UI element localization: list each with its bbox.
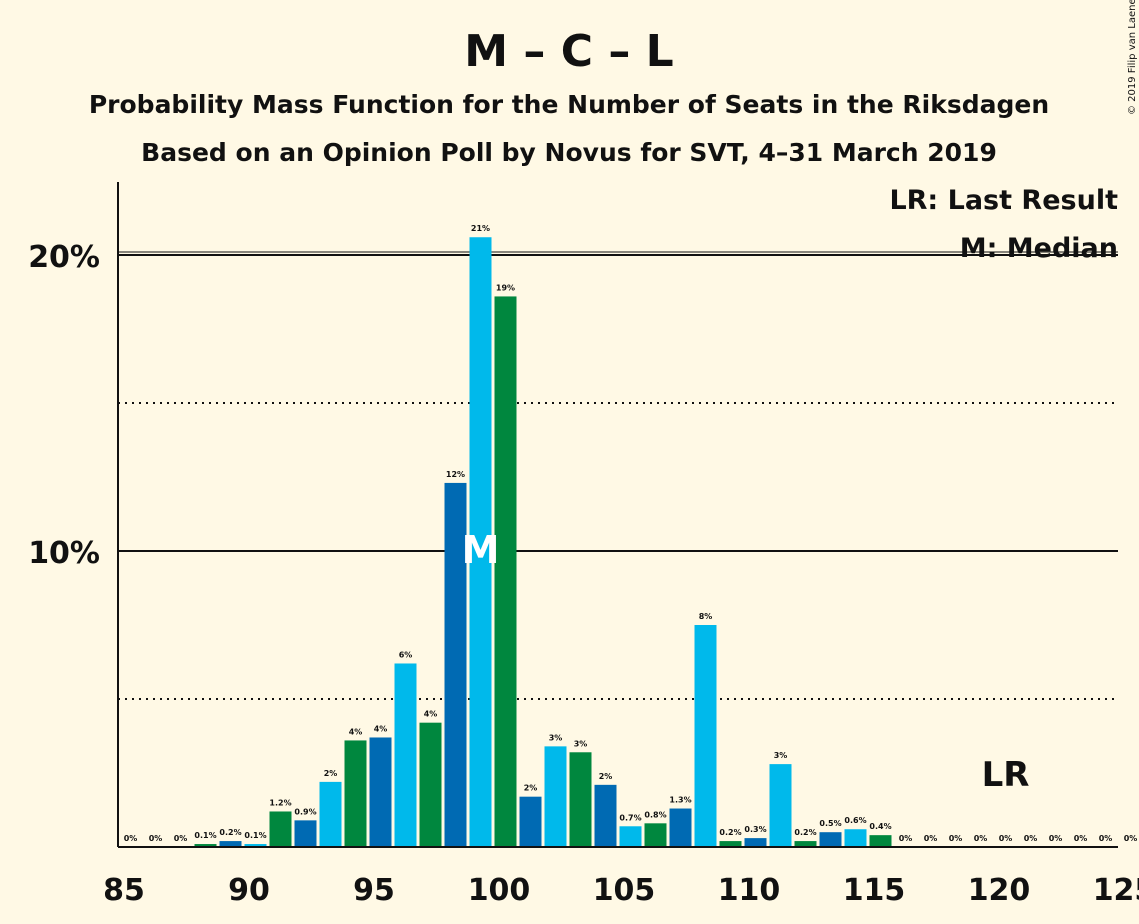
bar-label-seat-87: 0% (149, 834, 163, 843)
bar-seat-116 (869, 835, 892, 847)
bar-seat-103 (544, 746, 567, 847)
bar-label-seat-109: 8% (699, 612, 713, 621)
bar-label-seat-119: 0% (949, 834, 963, 843)
bar-label-seat-104: 3% (574, 739, 588, 748)
bar-seat-107 (644, 823, 667, 847)
bar-label-seat-97: 6% (399, 650, 413, 659)
bar-seat-91 (244, 844, 267, 847)
bar-label-seat-102: 2% (524, 784, 538, 793)
bar-label-seat-125: 0% (1099, 834, 1113, 843)
bar-seat-92 (269, 811, 292, 847)
bar-seat-112 (769, 764, 792, 847)
bar-label-seat-123: 0% (1049, 834, 1063, 843)
legend-last-result: LR: Last Result (889, 185, 1118, 216)
x-tick-label-100: 100 (468, 873, 531, 908)
bar-labels: 0% 0% 0% 0.1% 0.2% 0.1%1.2%0.9%2%4% 4%6%4%12%2… (124, 224, 1138, 843)
bar-seat-95 (344, 740, 367, 847)
bar-label-seat-115: 0.6% (844, 816, 866, 825)
bar-seat-98 (419, 722, 442, 847)
bar-label-seat-86: 0% (124, 834, 138, 843)
bar-label-seat-114: 0.5% (819, 819, 841, 828)
bar-seat-99 (444, 482, 467, 847)
bar-label-seat-95: 4% (349, 727, 363, 736)
bar-seat-89 (194, 844, 217, 847)
bar-seat-90 (219, 841, 242, 847)
bar-label-seat-101: 19% (496, 283, 515, 292)
bar-label-seat-89: 0.1% (194, 831, 216, 840)
bar-seat-106 (619, 826, 642, 847)
bar-label-seat-100: 21% (471, 224, 490, 233)
bar-label-seat-107: 0.8% (644, 810, 666, 819)
bar-label-seat-117: 0% (899, 834, 913, 843)
bar-seat-94 (319, 781, 342, 847)
legend-median: M: Median (960, 233, 1118, 264)
median-marker: M (462, 528, 500, 572)
bar-label-seat-88: 0% (174, 834, 188, 843)
bar-label-seat-99: 12% (446, 470, 465, 479)
bar-seat-102 (519, 796, 542, 847)
bar-seat-109 (694, 625, 717, 847)
copyright-credit: © 2019 Filip van Laenen (1127, 0, 1138, 115)
bar-label-seat-121: 0% (999, 834, 1013, 843)
x-tick-label-125: 125 (1093, 873, 1139, 908)
bar-label-seat-112: 3% (774, 751, 788, 760)
y-tick-label-20: 20% (28, 240, 100, 275)
tick-labels: 85 90 95 100 105 110 115 120 125 10% 20% (28, 240, 1139, 908)
gridlines (118, 251, 1118, 700)
bar-label-seat-118: 0% (924, 834, 938, 843)
bar-label-seat-105: 2% (599, 772, 613, 781)
x-tick-label-115: 115 (843, 873, 906, 908)
bar-seat-114 (819, 832, 842, 847)
bar-seat-93 (294, 820, 317, 847)
bar-label-seat-110: 0.2% (719, 828, 741, 837)
bar-label-seat-111: 0.3% (744, 825, 766, 834)
x-tick-label-105: 105 (593, 873, 656, 908)
bar-seat-108 (669, 808, 692, 847)
y-tick-label-10: 10% (28, 536, 100, 571)
x-tick-label-95: 95 (353, 873, 395, 908)
bar-seat-115 (844, 829, 867, 847)
bar-label-seat-108: 1.3% (669, 796, 691, 805)
bar-label-seat-94: 2% (324, 769, 338, 778)
bar-seat-101 (494, 296, 517, 847)
bar-label-seat-90: 0.2% (219, 828, 241, 837)
bar-label-seat-96: 4% (374, 724, 388, 733)
bar-seat-104 (569, 752, 592, 847)
x-tick-label-85: 85 (103, 873, 145, 908)
bar-seat-110 (719, 841, 742, 847)
bars (194, 237, 892, 848)
bar-label-seat-98: 4% (424, 710, 438, 719)
chart-subtitle-poll: Based on an Opinion Poll by Novus for SV… (141, 138, 997, 167)
bar-label-seat-106: 0.7% (619, 813, 641, 822)
bar-label-seat-126: 0% (1124, 834, 1138, 843)
bar-label-seat-91: 0.1% (244, 831, 266, 840)
bar-label-seat-122: 0% (1024, 834, 1038, 843)
x-tick-label-90: 90 (228, 873, 270, 908)
x-tick-label-110: 110 (718, 873, 781, 908)
bar-seat-113 (794, 841, 817, 847)
bar-seat-97 (394, 663, 417, 847)
x-tick-label-120: 120 (968, 873, 1031, 908)
bar-label-seat-113: 0.2% (794, 828, 816, 837)
axes (117, 182, 1118, 848)
bar-label-seat-124: 0% (1074, 834, 1088, 843)
chart-title: M – C – L (464, 26, 673, 77)
bar-seat-96 (369, 737, 392, 847)
chart-subtitle: Probability Mass Function for the Number… (89, 90, 1049, 119)
bar-label-seat-93: 0.9% (294, 807, 316, 816)
last-result-marker: LR (982, 755, 1030, 795)
bar-label-seat-120: 0% (974, 834, 988, 843)
bar-seat-100 (469, 237, 492, 848)
bar-label-seat-103: 3% (549, 733, 563, 742)
bar-seat-105 (594, 784, 617, 847)
bar-label-seat-116: 0.4% (869, 822, 891, 831)
bar-label-seat-92: 1.2% (269, 798, 291, 807)
bar-seat-111 (744, 838, 767, 847)
